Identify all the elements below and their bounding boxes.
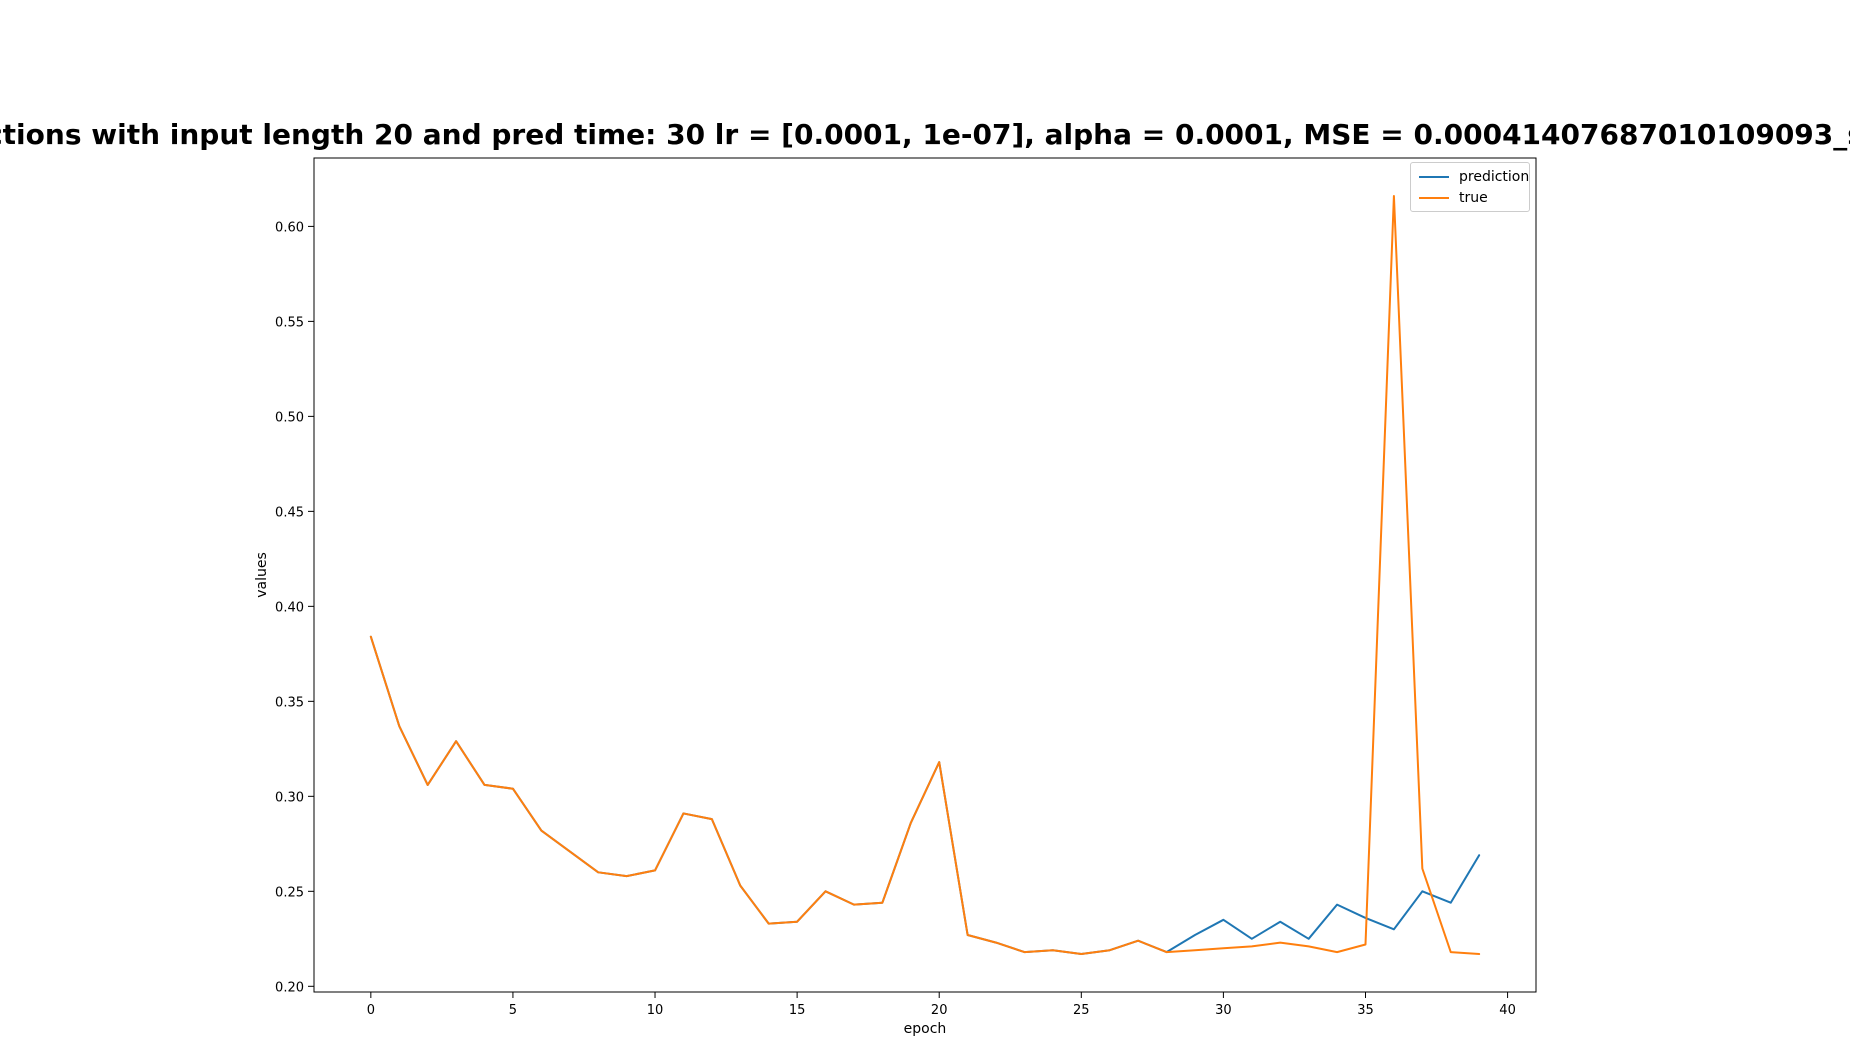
series-line-prediction xyxy=(371,637,1479,954)
y-tick-label-0.60: 0.60 xyxy=(275,220,304,235)
x-tick-label-10: 10 xyxy=(647,1003,664,1018)
series-line-true xyxy=(371,196,1479,954)
chart-title: ctions with input length 20 and pred tim… xyxy=(0,118,1850,152)
legend: prediction true xyxy=(1410,162,1530,212)
y-axis-label: values xyxy=(254,552,270,598)
x-tick-label-15: 15 xyxy=(789,1003,806,1018)
y-tick-label-0.30: 0.30 xyxy=(275,790,304,805)
x-tick-label-30: 30 xyxy=(1215,1003,1232,1018)
x-tick-label-20: 20 xyxy=(931,1003,948,1018)
x-tick-label-40: 40 xyxy=(1499,1003,1516,1018)
legend-swatch-prediction xyxy=(1419,176,1449,178)
y-tick-label-0.45: 0.45 xyxy=(275,505,304,520)
legend-label-prediction: prediction xyxy=(1459,169,1529,185)
plot-frame xyxy=(314,158,1536,992)
legend-label-true: true xyxy=(1459,190,1488,206)
x-tick-label-25: 25 xyxy=(1073,1003,1090,1018)
x-tick-label-35: 35 xyxy=(1357,1003,1374,1018)
y-tick-label-0.55: 0.55 xyxy=(275,315,304,330)
x-tick-label-0: 0 xyxy=(367,1003,375,1018)
y-tick-label-0.40: 0.40 xyxy=(275,600,304,615)
x-axis-label: epoch xyxy=(904,1021,947,1037)
y-tick-label-0.35: 0.35 xyxy=(275,695,304,710)
x-tick-label-5: 5 xyxy=(509,1003,517,1018)
legend-swatch-true xyxy=(1419,197,1449,199)
y-tick-label-0.25: 0.25 xyxy=(275,885,304,900)
y-tick-label-0.20: 0.20 xyxy=(275,980,304,995)
y-tick-label-0.50: 0.50 xyxy=(275,410,304,425)
legend-item-prediction: prediction xyxy=(1419,167,1529,187)
legend-item-true: true xyxy=(1419,188,1488,208)
